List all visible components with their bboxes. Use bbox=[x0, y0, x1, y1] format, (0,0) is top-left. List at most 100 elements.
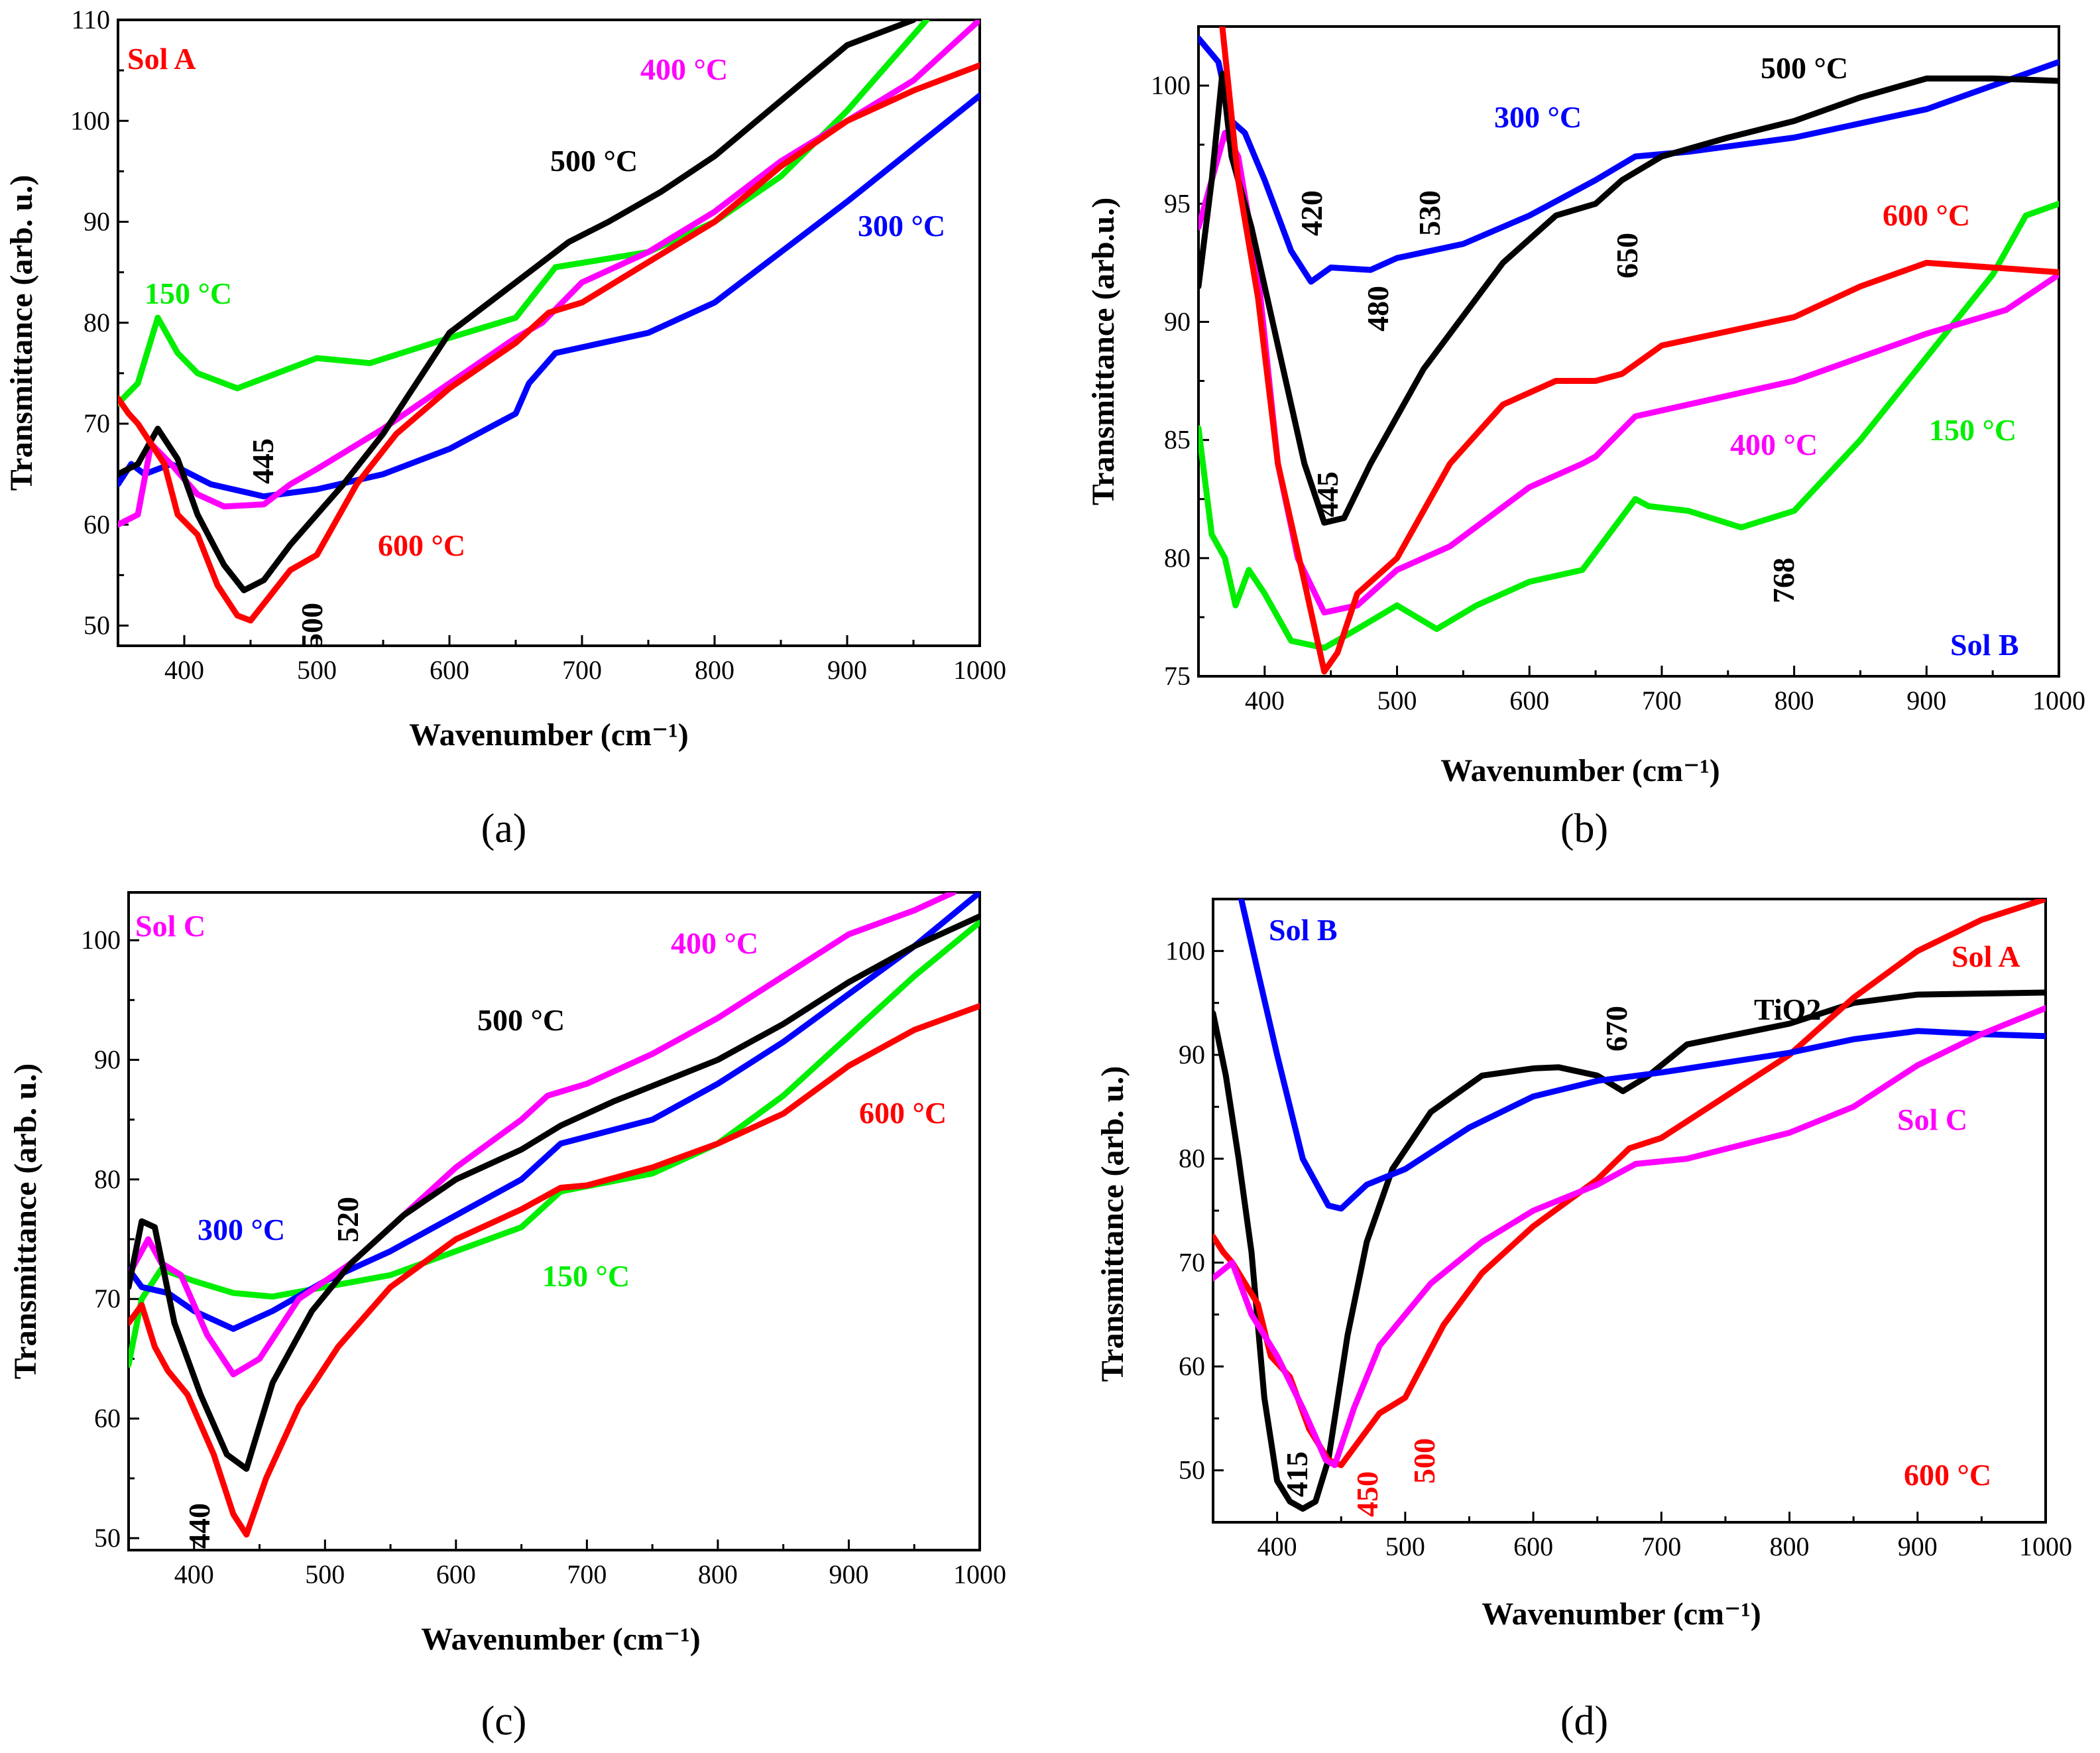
series-line-600-c bbox=[129, 1002, 980, 1538]
x-axis-title: Wavenumber (cm⁻¹) bbox=[1440, 753, 1720, 788]
series-line-150-c bbox=[1198, 200, 2059, 651]
x-tick-label: 400 bbox=[174, 1559, 214, 1589]
x-tick-label: 900 bbox=[1906, 686, 1946, 715]
annotation-500: 500 bbox=[1407, 1438, 1441, 1484]
series-line-600-c bbox=[118, 62, 980, 624]
x-axis-title: Wavenumber (cm⁻¹) bbox=[1482, 1597, 1761, 1632]
annotation-415: 415 bbox=[1280, 1451, 1314, 1497]
x-tick-label: 900 bbox=[1898, 1532, 1938, 1561]
y-tick-label: 90 bbox=[84, 207, 110, 237]
x-tick-label: 500 bbox=[297, 655, 337, 685]
annotation-300c: 300 °C bbox=[1494, 100, 1582, 134]
series-line-600-c bbox=[1219, 27, 2059, 675]
y-tick-label: 85 bbox=[1164, 425, 1191, 455]
y-tick-label: 50 bbox=[1179, 1455, 1205, 1485]
annotation-600c: 600 °C bbox=[378, 528, 465, 562]
y-tick-label: 60 bbox=[84, 509, 110, 539]
y-tick-label: 95 bbox=[1164, 188, 1191, 218]
y-axis-title: Transmittance (arb. u.) bbox=[4, 175, 39, 491]
panel-label: (c) bbox=[481, 1699, 527, 1744]
series-line-400-c bbox=[1198, 129, 2059, 616]
y-tick-label: 90 bbox=[1179, 1040, 1205, 1069]
x-tick-label: 800 bbox=[1770, 1532, 1810, 1561]
y-tick-label: 70 bbox=[94, 1284, 121, 1313]
x-tick-label: 700 bbox=[1642, 686, 1682, 715]
annotation-530: 530 bbox=[1413, 190, 1446, 236]
x-tick-label: 800 bbox=[695, 655, 734, 685]
annotation-150c: 150 °C bbox=[1929, 413, 2016, 447]
series-group bbox=[1198, 27, 2059, 675]
panel-label: (d) bbox=[1560, 1699, 1608, 1744]
series-line-sol-c bbox=[1213, 1005, 2046, 1469]
x-tick-label: 700 bbox=[567, 1559, 607, 1589]
plot-frame bbox=[1197, 25, 2060, 678]
annotation-650: 650 bbox=[1610, 233, 1644, 278]
y-axis-title: Transmittance (arb. u.) bbox=[8, 1063, 43, 1379]
axis-ticks: 400 500 600 700 800 900 1000 50 60 70 80 90 100 bbox=[81, 925, 1006, 1589]
annotation-150c: 150 °C bbox=[145, 276, 232, 310]
annotation-500c: 500 °C bbox=[1761, 51, 1848, 85]
x-tick-label: 600 bbox=[430, 655, 469, 685]
axis-ticks: 400 500 600 700 800 900 1000 75 80 85 90 95 100 bbox=[1151, 70, 2085, 715]
plot-frame bbox=[117, 19, 981, 647]
x-tick-label: 400 bbox=[1257, 1532, 1297, 1561]
y-tick-label: 50 bbox=[94, 1523, 121, 1553]
annotation-sol-c: Sol C bbox=[135, 909, 205, 943]
y-axis-title: Transmittance (arb.u.) bbox=[1086, 198, 1121, 505]
y-axis-title: Transmittance (arb. u.) bbox=[1095, 1066, 1130, 1382]
series-line-sol-b bbox=[1238, 899, 2046, 1212]
x-tick-label: 600 bbox=[1513, 1532, 1553, 1561]
series-group bbox=[129, 892, 980, 1538]
panel-c: 400 500 600 700 800 900 1000 50 60 70 80 90 100 Wave… bbox=[8, 891, 1006, 1744]
annotation-670: 670 bbox=[1600, 1006, 1633, 1052]
y-tick-label: 60 bbox=[94, 1404, 121, 1433]
x-tick-label: 400 bbox=[164, 655, 204, 685]
x-tick-label: 1000 bbox=[953, 1559, 1006, 1589]
annotation-450: 450 bbox=[1350, 1471, 1384, 1517]
series-line-tio2 bbox=[1213, 989, 2046, 1512]
series-group bbox=[1213, 899, 2046, 1512]
annotation-480: 480 bbox=[1361, 286, 1395, 332]
y-tick-label: 75 bbox=[1164, 661, 1191, 691]
series-line-400-c bbox=[129, 892, 957, 1378]
series-line-500-c bbox=[118, 20, 917, 593]
panel-label: (b) bbox=[1560, 806, 1608, 851]
x-tick-label: 600 bbox=[436, 1559, 476, 1589]
annotation-520: 520 bbox=[331, 1197, 365, 1242]
series-line-300-c bbox=[118, 92, 980, 500]
annotation-440: 440 bbox=[182, 1503, 216, 1549]
annotation-400c: 400 °C bbox=[1730, 428, 1818, 461]
annotation-300c: 300 °C bbox=[858, 209, 945, 243]
series-line-400-c bbox=[118, 20, 980, 528]
x-tick-label: 400 bbox=[1245, 686, 1285, 715]
x-tick-label: 700 bbox=[1641, 1532, 1681, 1561]
annotation-600c: 600 °C bbox=[859, 1096, 947, 1130]
y-tick-label: 100 bbox=[1151, 70, 1191, 100]
x-tick-label: 500 bbox=[1385, 1532, 1425, 1561]
panel-d: 400 500 600 700 800 900 1000 50 60 70 80 90 100 Wave… bbox=[1095, 898, 2072, 1744]
annotation-500c: 500 °C bbox=[550, 144, 638, 178]
annotation-500: 500 bbox=[295, 603, 329, 648]
annotation-445: 445 bbox=[1311, 471, 1344, 517]
annotation-sol-a: Sol A bbox=[1952, 939, 2020, 973]
y-tick-label: 80 bbox=[1164, 543, 1191, 573]
y-tick-label: 90 bbox=[94, 1045, 121, 1075]
y-tick-label: 70 bbox=[1179, 1247, 1205, 1277]
series-group bbox=[118, 20, 980, 624]
annotation-300c: 300 °C bbox=[198, 1213, 285, 1246]
y-tick-label: 100 bbox=[70, 105, 110, 135]
x-tick-label: 500 bbox=[1377, 686, 1417, 715]
y-tick-label: 80 bbox=[84, 308, 110, 337]
y-tick-label: 110 bbox=[71, 5, 110, 34]
annotation-600c: 600 °C bbox=[1904, 1458, 1991, 1492]
annotation-tio2: TiO2 bbox=[1754, 993, 1821, 1026]
x-tick-label: 900 bbox=[827, 655, 867, 685]
annotation-sol-c: Sol C bbox=[1897, 1103, 1967, 1136]
y-tick-label: 100 bbox=[81, 925, 121, 955]
y-tick-label: 60 bbox=[1179, 1351, 1205, 1381]
annotation-150c: 150 °C bbox=[542, 1259, 630, 1293]
x-tick-label: 600 bbox=[1509, 686, 1549, 715]
annotation-600c: 600 °C bbox=[1883, 198, 1970, 232]
y-tick-label: 80 bbox=[94, 1164, 121, 1194]
